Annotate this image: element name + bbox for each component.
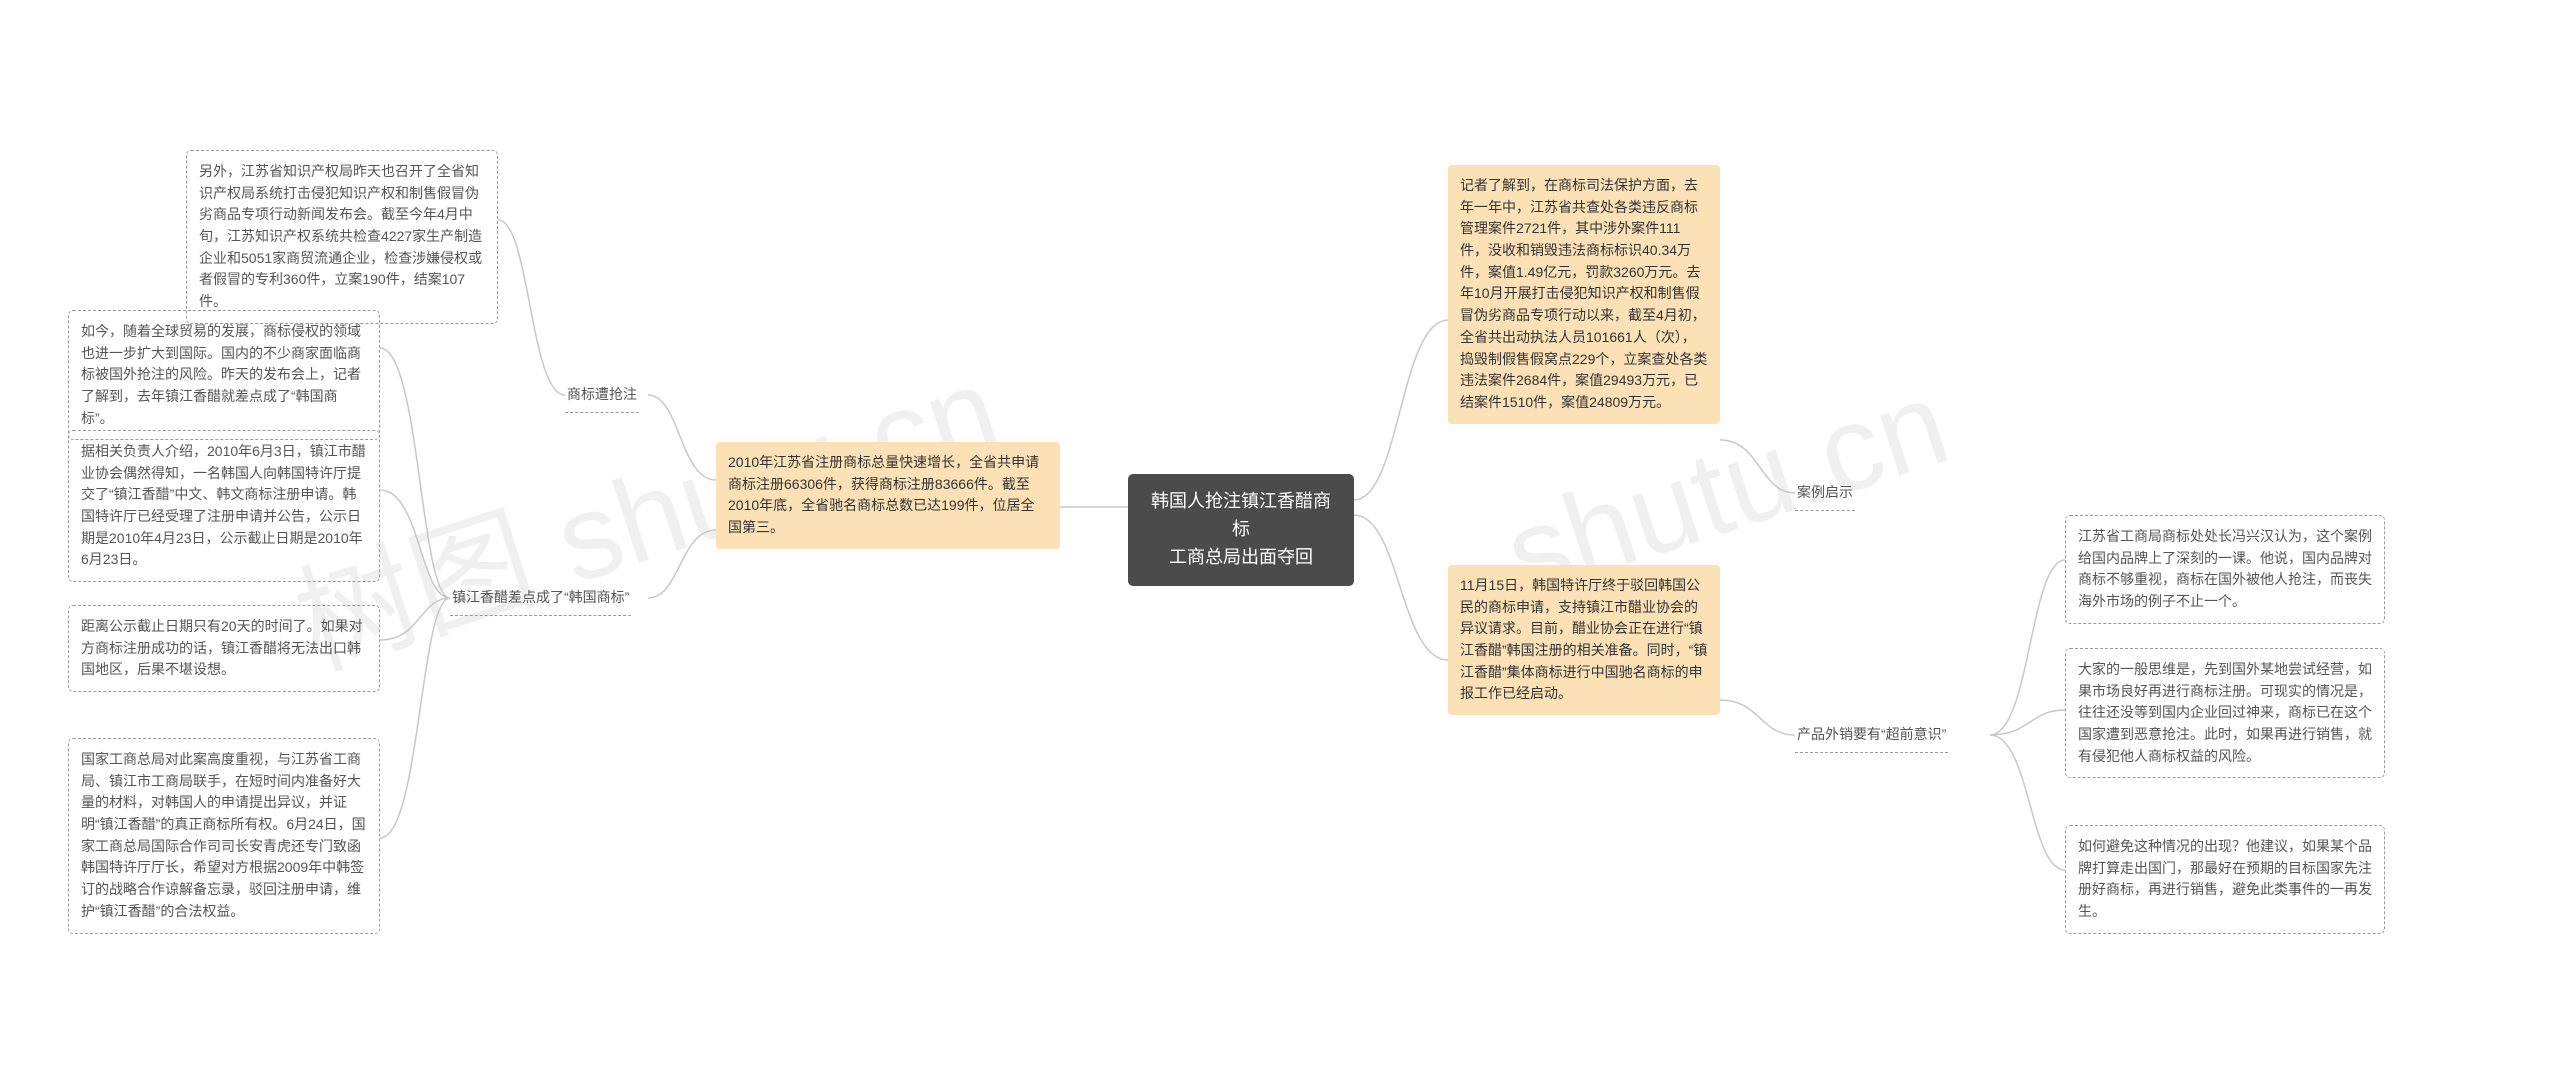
right-branch-a-label: 案例启示 xyxy=(1795,478,1855,511)
center-line2: 工商总局出面夺回 xyxy=(1150,544,1332,572)
right-branch-b-label: 产品外销要有“超前意识” xyxy=(1795,720,1948,753)
left-branch-b-leaf-3: 国家工商总局对此案高度重视，与江苏省工商局、镇江市工商局联手，在短时间内准备好大… xyxy=(68,738,380,934)
left-branch-b-label: 镇江香醋差点成了“韩国商标” xyxy=(450,583,631,616)
left-branch-a-leaf-0: 另外，江苏省知识产权局昨天也召开了全省知识产权局系统打击侵犯知识产权和制售假冒伪… xyxy=(186,150,498,324)
center-line1: 韩国人抢注镇江香醋商标 xyxy=(1150,488,1332,544)
left-branch-a-label: 商标遭抢注 xyxy=(565,380,639,413)
left-l1: 2010年江苏省注册商标总量快速增长，全省共申请商标注册66306件，获得商标注… xyxy=(716,442,1060,549)
right-branch-b-leaf-0: 江苏省工商局商标处处长冯兴汉认为，这个案例给国内品牌上了深刻的一课。他说，国内品… xyxy=(2065,515,2385,624)
left-branch-b-leaf-0: 如今，随着全球贸易的发展，商标侵权的领域也进一步扩大到国际。国内的不少商家面临商… xyxy=(68,310,380,440)
right-l1b: 11月15日，韩国特许厅终于驳回韩国公民的商标申请，支持镇江市醋业协会的异议请求… xyxy=(1448,565,1720,715)
right-l1a: 记者了解到，在商标司法保护方面，去年一年中，江苏省共查处各类违反商标管理案件27… xyxy=(1448,165,1720,424)
center-node: 韩国人抢注镇江香醋商标 工商总局出面夺回 xyxy=(1128,474,1354,586)
left-branch-b-leaf-2: 距离公示截止日期只有20天的时间了。如果对方商标注册成功的话，镇江香醋将无法出口… xyxy=(68,605,380,692)
right-branch-b-leaf-2: 如何避免这种情况的出现？他建议，如果某个品牌打算走出国门，那最好在预期的目标国家… xyxy=(2065,825,2385,934)
right-branch-b-leaf-1: 大家的一般思维是，先到国外某地尝试经营，如果市场良好再进行商标注册。可现实的情况… xyxy=(2065,648,2385,778)
left-branch-b-leaf-1: 据相关负责人介绍，2010年6月3日，镇江市醋业协会偶然得知，一名韩国人向韩国特… xyxy=(68,430,380,582)
